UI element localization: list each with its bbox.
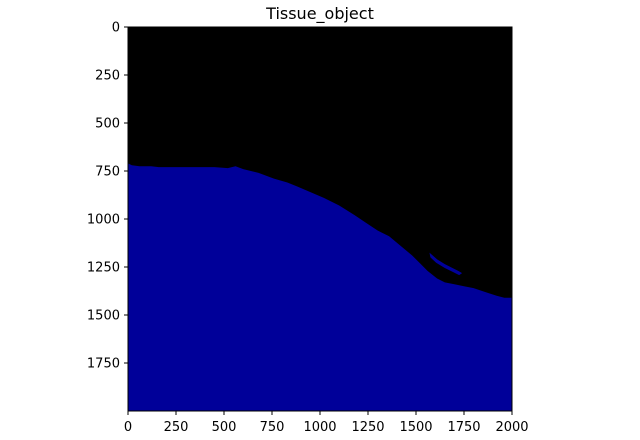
x-tick-label: 0 xyxy=(124,420,132,435)
y-tick-label: 250 xyxy=(95,69,120,84)
chart-title: Tissue_object xyxy=(265,4,374,24)
plot-area xyxy=(128,27,512,411)
x-tick-label: 250 xyxy=(164,420,189,435)
x-tick-label: 1000 xyxy=(303,420,336,435)
x-tick-label: 1500 xyxy=(399,420,432,435)
plot-frame xyxy=(127,26,513,412)
y-axis: 0 250 500 750 1000 1250 1500 1750 xyxy=(87,21,128,372)
x-tick-label: 1250 xyxy=(351,420,384,435)
y-tick-label: 1000 xyxy=(87,213,120,228)
y-tick-label: 1750 xyxy=(87,357,120,372)
x-tick-label: 750 xyxy=(260,420,285,435)
x-tick-label: 500 xyxy=(212,420,237,435)
y-tick-label: 1500 xyxy=(87,309,120,324)
x-tick-label: 1750 xyxy=(447,420,480,435)
y-tick-label: 0 xyxy=(112,21,120,36)
y-tick-label: 750 xyxy=(95,165,120,180)
tissue-region xyxy=(128,163,512,411)
y-tick-label: 1250 xyxy=(87,261,120,276)
x-axis: 0 250 500 750 1000 1250 1500 1750 2000 xyxy=(124,411,529,435)
y-tick-label: 500 xyxy=(95,117,120,132)
tissue-fragment xyxy=(429,252,463,276)
x-tick-label: 2000 xyxy=(495,420,528,435)
